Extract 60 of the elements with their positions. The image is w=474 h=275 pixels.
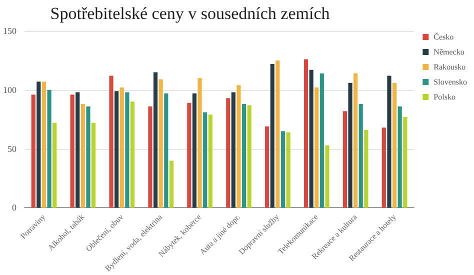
bar [309, 70, 314, 208]
bar [208, 114, 212, 208]
bar [42, 82, 46, 208]
bar [304, 59, 308, 208]
bar [286, 132, 290, 208]
bar [382, 128, 386, 208]
y-tick-label: 150 [3, 26, 17, 36]
bar [348, 82, 352, 208]
legend-label: Německo [434, 48, 464, 56]
bar [354, 73, 358, 208]
y-tick-label: 100 [3, 84, 17, 95]
bar [325, 145, 330, 208]
bar [231, 92, 236, 208]
bar [109, 76, 114, 208]
bar [198, 78, 202, 208]
bar [86, 106, 90, 208]
bar [403, 116, 408, 208]
bar [52, 122, 57, 208]
legend-label: Polsko [434, 92, 456, 102]
bar [92, 122, 96, 208]
bar [125, 92, 130, 208]
bar [31, 94, 36, 208]
bar [130, 102, 135, 208]
bar [114, 91, 119, 208]
bar [76, 92, 80, 208]
bar [247, 105, 252, 208]
bar [158, 79, 163, 208]
bar [203, 112, 208, 208]
bar [358, 104, 363, 208]
bar [320, 73, 324, 208]
legend-label: Slovensko [434, 78, 468, 86]
bar [226, 98, 230, 208]
bar [164, 93, 168, 208]
bar [153, 72, 158, 208]
bar [120, 88, 124, 208]
legend-label: Česko [434, 32, 454, 42]
bar [192, 93, 197, 208]
bar [148, 106, 152, 208]
bar [280, 131, 286, 208]
bar [236, 85, 241, 208]
bar [398, 106, 402, 208]
bar [342, 111, 347, 208]
chart-title: Spotřebitelské ceny v sousedních zemích [50, 4, 330, 23]
bar [80, 104, 85, 208]
bar [364, 130, 368, 208]
y-tick-label: 0 [12, 202, 17, 213]
bar [242, 104, 246, 208]
bar [187, 102, 192, 208]
bar [265, 126, 270, 208]
bar [314, 88, 319, 208]
bar [392, 82, 397, 208]
bar [36, 82, 41, 208]
bar [387, 76, 392, 208]
bar [169, 160, 174, 208]
bar [47, 90, 52, 208]
y-tick-label: 50 [8, 144, 17, 154]
bar [70, 94, 74, 208]
bar [270, 64, 274, 208]
legend-label: Rakousko [434, 62, 466, 72]
bar [276, 60, 280, 208]
